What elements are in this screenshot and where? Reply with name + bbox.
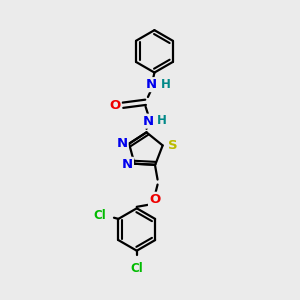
Text: H: H [158,114,167,127]
Text: H: H [161,77,171,91]
Text: O: O [109,99,121,112]
Text: Cl: Cl [94,209,106,222]
Text: N: N [122,158,133,171]
Text: N: N [142,115,154,128]
Text: N: N [146,78,157,91]
Text: S: S [168,139,178,152]
Text: N: N [116,136,128,150]
Text: O: O [149,193,160,206]
Text: Cl: Cl [130,262,143,275]
